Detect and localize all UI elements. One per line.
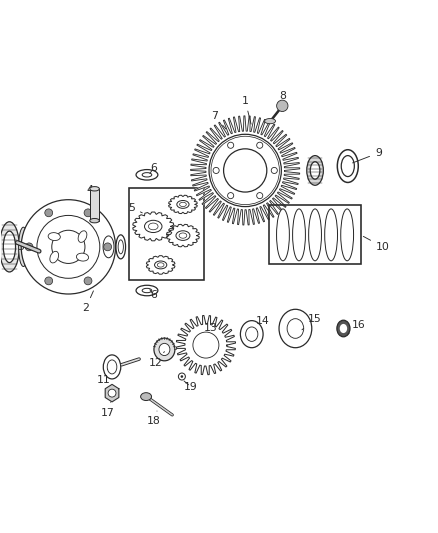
Bar bbox=[90, 189, 99, 221]
Ellipse shape bbox=[309, 209, 321, 261]
Text: 11: 11 bbox=[96, 369, 110, 385]
Text: 1: 1 bbox=[242, 95, 251, 124]
Circle shape bbox=[84, 209, 92, 217]
Ellipse shape bbox=[240, 321, 263, 348]
Ellipse shape bbox=[78, 231, 87, 243]
Ellipse shape bbox=[337, 320, 350, 337]
Text: 12: 12 bbox=[149, 352, 164, 368]
Ellipse shape bbox=[103, 236, 114, 258]
Ellipse shape bbox=[136, 169, 158, 180]
Circle shape bbox=[193, 332, 219, 358]
Circle shape bbox=[178, 373, 185, 380]
Ellipse shape bbox=[265, 118, 276, 124]
Polygon shape bbox=[191, 116, 300, 225]
Text: 2: 2 bbox=[82, 291, 93, 313]
Ellipse shape bbox=[341, 209, 353, 261]
Polygon shape bbox=[105, 384, 119, 402]
Ellipse shape bbox=[337, 150, 358, 182]
Polygon shape bbox=[176, 316, 236, 375]
Ellipse shape bbox=[279, 309, 312, 348]
Polygon shape bbox=[166, 224, 199, 247]
Ellipse shape bbox=[310, 161, 320, 179]
Text: 6: 6 bbox=[150, 290, 157, 300]
Polygon shape bbox=[169, 195, 197, 214]
Ellipse shape bbox=[107, 360, 117, 374]
Circle shape bbox=[257, 142, 263, 148]
Circle shape bbox=[213, 167, 219, 174]
Text: 9: 9 bbox=[353, 148, 382, 163]
Text: 4: 4 bbox=[87, 185, 95, 199]
Polygon shape bbox=[133, 212, 174, 241]
Ellipse shape bbox=[4, 231, 15, 263]
Ellipse shape bbox=[90, 187, 99, 191]
Ellipse shape bbox=[159, 343, 170, 356]
Circle shape bbox=[21, 200, 116, 294]
Ellipse shape bbox=[0, 222, 19, 272]
Circle shape bbox=[84, 277, 92, 285]
Ellipse shape bbox=[145, 220, 162, 232]
Text: 16: 16 bbox=[348, 320, 366, 334]
Ellipse shape bbox=[340, 324, 347, 333]
Circle shape bbox=[52, 230, 85, 263]
Ellipse shape bbox=[50, 252, 59, 263]
Ellipse shape bbox=[325, 209, 338, 261]
Ellipse shape bbox=[276, 209, 290, 261]
Circle shape bbox=[180, 375, 183, 378]
Ellipse shape bbox=[293, 209, 305, 261]
Circle shape bbox=[257, 192, 263, 199]
Ellipse shape bbox=[136, 285, 158, 296]
Text: 8: 8 bbox=[279, 91, 287, 107]
Ellipse shape bbox=[142, 173, 152, 177]
Text: 13: 13 bbox=[203, 322, 217, 338]
Ellipse shape bbox=[287, 319, 304, 338]
Ellipse shape bbox=[76, 253, 88, 261]
Text: 17: 17 bbox=[101, 400, 115, 418]
Ellipse shape bbox=[103, 355, 121, 379]
Circle shape bbox=[37, 215, 100, 278]
Circle shape bbox=[108, 389, 116, 397]
Ellipse shape bbox=[90, 219, 99, 223]
Ellipse shape bbox=[176, 231, 190, 240]
Bar bbox=[130, 188, 204, 280]
Ellipse shape bbox=[246, 327, 258, 341]
Ellipse shape bbox=[48, 232, 60, 240]
Text: 6: 6 bbox=[150, 163, 157, 173]
Circle shape bbox=[277, 100, 288, 111]
Circle shape bbox=[223, 149, 267, 192]
Ellipse shape bbox=[18, 227, 28, 266]
Ellipse shape bbox=[142, 288, 152, 293]
Circle shape bbox=[228, 192, 234, 199]
Ellipse shape bbox=[307, 156, 323, 185]
Ellipse shape bbox=[341, 156, 354, 176]
Ellipse shape bbox=[118, 240, 124, 254]
Text: 15: 15 bbox=[302, 314, 322, 330]
Text: 19: 19 bbox=[184, 381, 198, 392]
Circle shape bbox=[271, 167, 277, 174]
Ellipse shape bbox=[154, 338, 175, 361]
Circle shape bbox=[104, 243, 112, 251]
Text: 18: 18 bbox=[147, 411, 160, 426]
Circle shape bbox=[228, 142, 234, 148]
Polygon shape bbox=[146, 256, 175, 274]
Text: 7: 7 bbox=[211, 111, 226, 129]
Ellipse shape bbox=[155, 261, 167, 269]
Circle shape bbox=[45, 277, 53, 285]
Text: 5: 5 bbox=[128, 203, 142, 213]
Circle shape bbox=[209, 134, 281, 207]
Bar bbox=[269, 205, 361, 264]
Circle shape bbox=[25, 243, 33, 251]
Circle shape bbox=[45, 209, 53, 217]
Ellipse shape bbox=[141, 393, 152, 400]
Text: 14: 14 bbox=[256, 316, 269, 332]
Ellipse shape bbox=[116, 235, 126, 259]
Text: 3: 3 bbox=[17, 242, 31, 252]
Text: 10: 10 bbox=[364, 236, 390, 252]
Ellipse shape bbox=[177, 200, 189, 208]
